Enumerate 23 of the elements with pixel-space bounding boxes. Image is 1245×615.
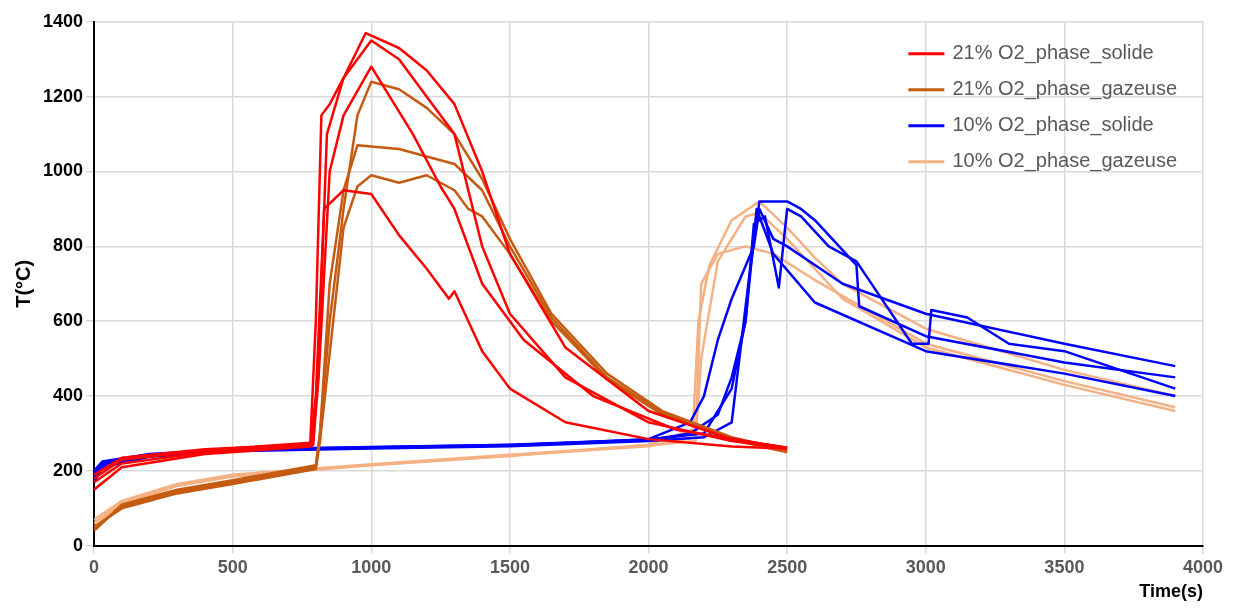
y-tick-label: 0 bbox=[73, 534, 84, 555]
legend-label: 10% O2_phase_gazeuse bbox=[952, 149, 1178, 173]
y-tick-label: 400 bbox=[53, 385, 84, 406]
x-tick-label: 0 bbox=[89, 556, 100, 577]
x-tick-label: 1500 bbox=[489, 556, 530, 577]
y-tick-label: 1000 bbox=[43, 160, 84, 181]
y-tick-label: 1200 bbox=[43, 85, 84, 106]
legend-label: 21% O2_phase_solide bbox=[952, 41, 1154, 65]
legend-label: 10% O2_phase_solide bbox=[952, 113, 1154, 137]
x-tick-label: 2500 bbox=[767, 556, 808, 577]
y-tick-label: 200 bbox=[53, 459, 84, 480]
y-tick-label: 800 bbox=[53, 235, 84, 256]
y-tick-label: 600 bbox=[53, 310, 84, 331]
x-tick-label: 4000 bbox=[1182, 556, 1224, 577]
x-tick-label: 2000 bbox=[628, 556, 669, 577]
y-axis-title: T(°C) bbox=[11, 259, 34, 308]
y-tick-label: 1400 bbox=[43, 10, 84, 31]
x-tick-label: 3500 bbox=[1044, 556, 1085, 577]
legend-label: 21% O2_phase_gazeuse bbox=[952, 77, 1178, 101]
x-tick-label: 3000 bbox=[905, 556, 946, 577]
x-tick-label: 1000 bbox=[351, 556, 392, 577]
x-axis-title: Time(s) bbox=[1139, 581, 1203, 602]
x-tick-label: 500 bbox=[217, 556, 248, 577]
